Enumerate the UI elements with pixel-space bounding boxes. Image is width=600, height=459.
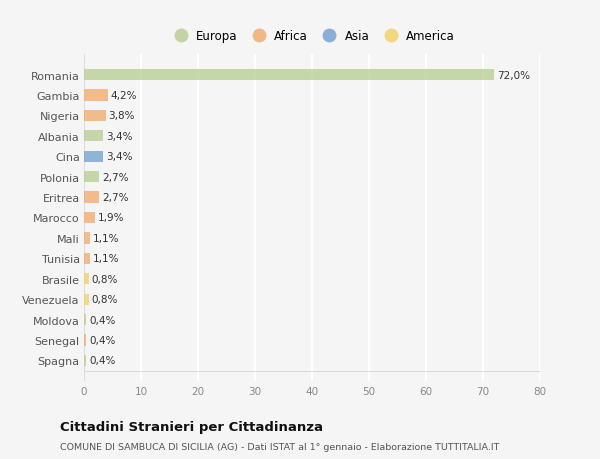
Bar <box>84 253 90 264</box>
Bar <box>84 192 100 203</box>
Text: 1,9%: 1,9% <box>98 213 124 223</box>
Bar <box>84 355 86 366</box>
Text: 72,0%: 72,0% <box>497 71 530 80</box>
Bar <box>84 111 106 122</box>
Bar <box>84 314 86 325</box>
Bar <box>84 172 100 183</box>
Text: 0,4%: 0,4% <box>89 315 116 325</box>
Text: 1,1%: 1,1% <box>93 254 119 264</box>
Legend: Europa, Africa, Asia, America: Europa, Africa, Asia, America <box>164 25 460 48</box>
Text: 0,8%: 0,8% <box>91 295 118 304</box>
Bar <box>84 233 90 244</box>
Bar <box>84 90 108 101</box>
Text: 3,8%: 3,8% <box>109 111 135 121</box>
Text: 2,7%: 2,7% <box>102 193 129 203</box>
Text: 3,4%: 3,4% <box>106 132 133 141</box>
Text: 0,4%: 0,4% <box>89 356 116 365</box>
Text: 4,2%: 4,2% <box>111 91 137 101</box>
Bar <box>84 213 95 224</box>
Text: Cittadini Stranieri per Cittadinanza: Cittadini Stranieri per Cittadinanza <box>60 420 323 433</box>
Bar <box>84 151 103 162</box>
Text: 2,7%: 2,7% <box>102 172 129 182</box>
Text: 0,8%: 0,8% <box>91 274 118 284</box>
Bar <box>84 131 103 142</box>
Bar <box>84 335 86 346</box>
Text: COMUNE DI SAMBUCA DI SICILIA (AG) - Dati ISTAT al 1° gennaio - Elaborazione TUTT: COMUNE DI SAMBUCA DI SICILIA (AG) - Dati… <box>60 442 499 451</box>
Bar <box>84 294 89 305</box>
Bar <box>84 274 89 285</box>
Bar <box>84 70 494 81</box>
Text: 1,1%: 1,1% <box>93 233 119 243</box>
Text: 3,4%: 3,4% <box>106 152 133 162</box>
Text: 0,4%: 0,4% <box>89 335 116 345</box>
